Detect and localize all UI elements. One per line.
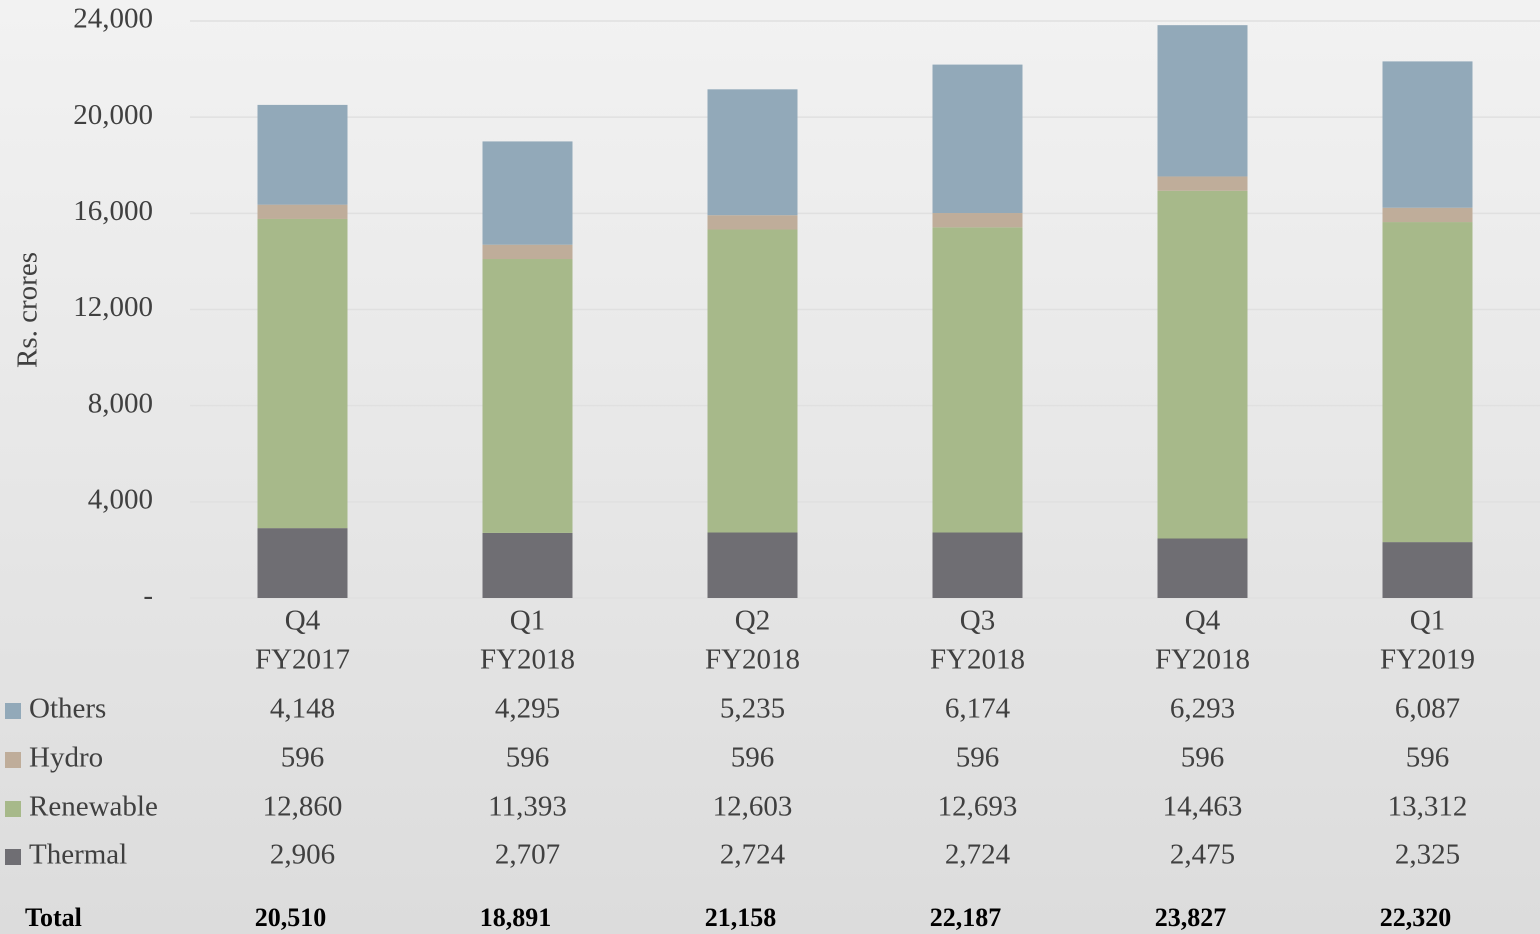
legend-label: Hydro	[29, 742, 103, 774]
bar-segment	[1157, 538, 1248, 598]
table-cell: 11,393	[488, 791, 567, 823]
bar-segment	[932, 532, 1023, 598]
legend-swatch	[5, 849, 21, 865]
bar-segment	[707, 215, 798, 230]
x-tick-label: Q3	[960, 605, 995, 637]
bar-segment	[257, 528, 348, 598]
y-tick-label: 4,000	[88, 483, 153, 515]
x-tick-label: FY2017	[255, 644, 350, 676]
x-tick-label: Q4	[285, 605, 321, 637]
legend-swatch	[5, 752, 21, 768]
table-cell: 2,724	[945, 839, 1011, 871]
bar-segment	[257, 218, 348, 529]
legend-swatch	[5, 703, 21, 719]
bar-segment	[707, 532, 798, 598]
x-tick-label: Q4	[1185, 605, 1221, 637]
legend-label: Others	[29, 693, 106, 725]
bar-segment	[482, 532, 573, 598]
table-cell: 6,087	[1395, 693, 1460, 725]
legend-swatch	[5, 801, 21, 817]
total-cell: 22,320	[1380, 903, 1452, 932]
bar-segment	[1382, 61, 1473, 208]
table-cell: 14,463	[1163, 791, 1243, 823]
bar-segment	[257, 104, 348, 205]
legend-label: Renewable	[29, 791, 158, 823]
bar-segment	[1382, 222, 1473, 543]
table-cell: 2,724	[720, 839, 786, 871]
table-cell: 2,475	[1170, 839, 1235, 871]
bar-segment	[1157, 25, 1248, 177]
table-cell: 4,295	[495, 693, 560, 725]
bar-segment	[1382, 207, 1473, 223]
total-cell: 18,891	[480, 903, 552, 932]
table-cell: 2,707	[495, 839, 560, 871]
y-tick-label: 16,000	[73, 195, 153, 227]
bar-segment	[482, 141, 573, 245]
total-cell: 21,158	[705, 903, 777, 932]
x-tick-label: Q2	[735, 605, 770, 637]
table-cell: 5,235	[720, 693, 785, 725]
bar-segment	[932, 227, 1023, 533]
table-cell: 4,148	[270, 693, 335, 725]
x-tick-label: FY2019	[1380, 644, 1475, 676]
bar-segment	[932, 64, 1023, 214]
table-cell: 596	[506, 742, 550, 774]
x-tick-label: FY2018	[480, 644, 575, 676]
table-cell: 2,325	[1395, 839, 1460, 871]
bar-segment	[257, 204, 348, 219]
total-label: Total	[25, 903, 82, 932]
x-tick-label: Q1	[1410, 605, 1445, 637]
table-cell: 596	[1406, 742, 1450, 774]
table-cell: 2,906	[270, 839, 335, 871]
x-tick-label: Q1	[510, 605, 545, 637]
y-tick-label: 24,000	[73, 3, 153, 35]
total-cell: 20,510	[255, 903, 327, 932]
x-tick-label: FY2018	[1155, 644, 1250, 676]
total-cell: 23,827	[1155, 903, 1227, 932]
table-cell: 6,293	[1170, 693, 1235, 725]
y-tick-label: 20,000	[73, 99, 153, 131]
bar-segment	[707, 89, 798, 216]
x-tick-label: FY2018	[705, 644, 800, 676]
table-cell: 13,312	[1388, 791, 1468, 823]
table-cell: 12,603	[713, 791, 793, 823]
y-tick-label: -	[143, 580, 153, 612]
table-cell: 596	[956, 742, 1000, 774]
bar-segment	[482, 244, 573, 260]
table-cell: 596	[1181, 742, 1225, 774]
y-tick-label: 8,000	[88, 387, 153, 419]
total-cell: 22,187	[930, 903, 1002, 932]
bar-segment	[707, 229, 798, 533]
y-axis-label: Rs. crores	[12, 252, 44, 368]
table-cell: 12,693	[938, 791, 1018, 823]
table-cell: 6,174	[945, 693, 1011, 725]
bar-segment	[932, 213, 1023, 228]
table-cell: 596	[731, 742, 775, 774]
y-tick-label: 12,000	[73, 291, 153, 323]
x-tick-label: FY2018	[930, 644, 1025, 676]
bar-segment	[1157, 190, 1248, 539]
bar-segment	[1382, 542, 1473, 598]
bar-segment	[482, 259, 573, 533]
bar-segment	[1157, 176, 1248, 191]
legend-label: Thermal	[29, 839, 127, 871]
table-cell: 12,860	[263, 791, 343, 823]
table-cell: 596	[281, 742, 325, 774]
